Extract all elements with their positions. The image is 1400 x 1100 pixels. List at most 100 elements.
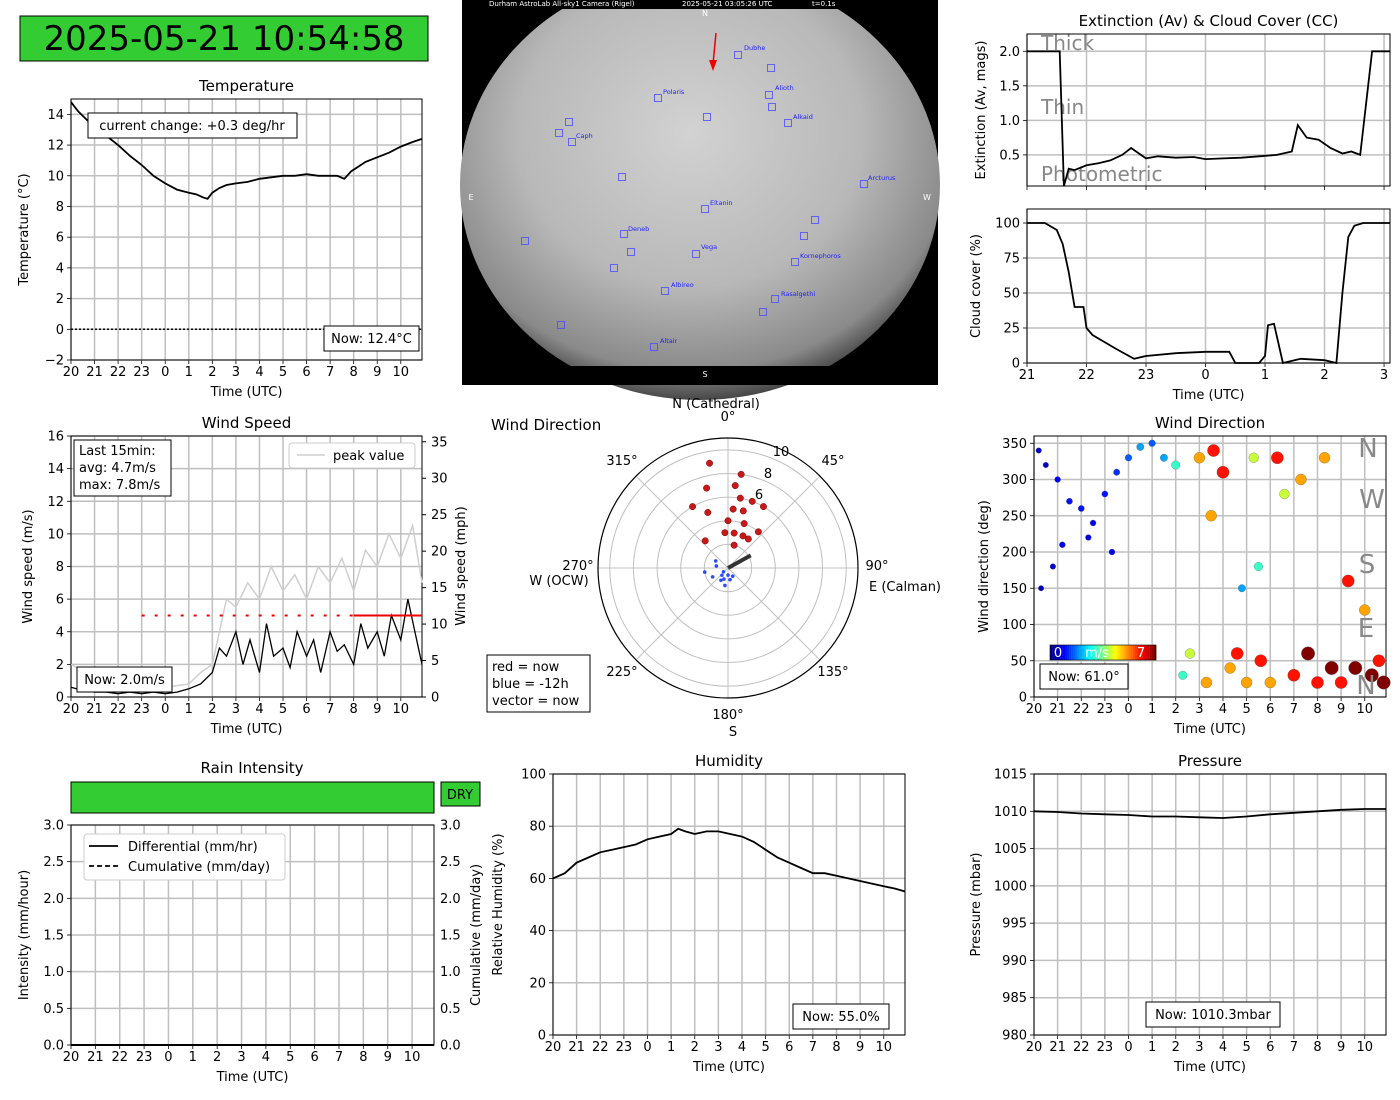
humidity-ytick-label: 20 [529, 976, 546, 991]
star-box-2 [765, 91, 773, 99]
rain-ytick-label: 1.0 [43, 965, 64, 980]
pressure-xtick-label: 2 [1172, 1040, 1180, 1055]
wind_speed-xlabel: Time (UTC) [210, 722, 283, 737]
humidity-frame [552, 773, 906, 1036]
chart-humidity: 20 21 22 23 0 1 2 3 4 5 6 7 8 9 10020406080100Humidity… [491, 752, 906, 1075]
polar-recent-point [737, 470, 745, 478]
wind-direction-point [1318, 452, 1331, 464]
wind-direction-compass-label: S [1359, 550, 1376, 580]
star-box-8 [555, 129, 563, 137]
temperature-xtick-label: 3 [232, 365, 240, 380]
star-box-3 [768, 103, 776, 111]
polar-old-point [730, 574, 735, 578]
cloud_cover-ytick-label: 50 [1003, 287, 1020, 302]
colorbar-segment [1079, 645, 1082, 660]
colorbar-segment [1130, 645, 1133, 660]
polar-title: Wind Direction [491, 416, 601, 434]
extinction-line [1027, 50, 1390, 187]
wind_direction-xtick-label: 7 [1290, 702, 1298, 717]
polar-east-label: E (Calman) [869, 580, 941, 595]
temperature-xtick-label: 4 [255, 365, 263, 380]
pressure-ytick-label: 1005 [994, 842, 1027, 857]
humidity-xtick-label: 23 [616, 1040, 633, 1055]
star-box-15 [620, 230, 628, 238]
rain-xtick-label: 21 [87, 1050, 104, 1065]
star-box-11 [860, 180, 868, 188]
colorbar-segment [1151, 645, 1155, 660]
temperature-now-label-box [323, 325, 420, 352]
polar-south-label: S [729, 725, 737, 740]
humidity-xtick-label: 10 [875, 1040, 892, 1055]
wind_direction-xtick-label: 9 [1337, 702, 1345, 717]
colorbar-segment [1128, 645, 1131, 660]
chart-pressure: 20 21 22 23 0 1 2 3 4 5 6 7 8 9 1098098599099510001005… [969, 752, 1387, 1075]
colorbar-segment [1056, 645, 1059, 660]
wind-direction-point [1359, 604, 1371, 616]
colorbar-segment [1090, 645, 1093, 660]
colorbar-segment [1113, 645, 1116, 660]
temperature-ytick-label: −2 [45, 354, 64, 369]
wind-direction-now-label: Now: 61.0° [1048, 670, 1120, 685]
wind_direction-xtick-label: 5 [1242, 702, 1250, 717]
extinction-ytick-label: 0.5 [999, 148, 1020, 163]
chart-extinction: 0.5 1.0 1.5 2.0 Extinction (Av) & Cloud Cove… [974, 12, 1391, 190]
wind-speed-right-tick-label: 15 [431, 581, 448, 596]
colorbar-segment [1088, 645, 1091, 660]
all-sky-camera-image: Durham AstroLab All-sky1 Camera (Rigel) … [460, 0, 940, 400]
wind-direction-point [1207, 444, 1220, 457]
polar-spoke [635, 475, 729, 569]
colorbar-segment [1119, 645, 1123, 660]
wind-speed-now-label: Now: 2.0m/s [84, 673, 165, 688]
extinction-ytick-label: 1.0 [999, 114, 1020, 129]
star-box-14 [800, 232, 808, 240]
rain-legend-label: Cumulative (mm/day) [128, 860, 270, 875]
wind-direction-point [1324, 661, 1339, 675]
colorbar-segment [1064, 645, 1068, 660]
wind-direction-point [1042, 462, 1049, 468]
rain-status-bar [70, 781, 435, 814]
wind-direction-point [1253, 562, 1263, 571]
colorbar-segment [1143, 645, 1146, 660]
humidity-now-label: Now: 55.0% [802, 1010, 879, 1025]
wind-direction-now-label-box [1039, 663, 1129, 690]
wind-direction-point [1254, 654, 1268, 668]
colorbar-segment [1117, 645, 1121, 660]
cloud_cover-xlabel: Time (UTC) [1172, 388, 1245, 403]
rain-xlabel: Time (UTC) [216, 1070, 289, 1085]
wind_direction-xtick-label: 0 [1124, 702, 1132, 717]
wind-direction-point [1193, 452, 1206, 464]
wind_direction-xtick-label: 6 [1266, 702, 1274, 717]
cloud_cover-frame [1026, 208, 1391, 364]
star-box-20 [791, 258, 799, 266]
polar-old-point [702, 570, 707, 574]
colorbar-max-label: 7 [1137, 646, 1145, 661]
star-label-11: Rasalgethi [781, 290, 815, 298]
wind_speed-xtick-label: 22 [110, 702, 127, 717]
wind-direction-point [1348, 661, 1363, 675]
colorbar-segment [1105, 645, 1108, 660]
pressure-xtick-label: 10 [1356, 1040, 1373, 1055]
colorbar-segment [1147, 645, 1150, 660]
humidity-xtick-label: 5 [761, 1040, 769, 1055]
rain-right-tick-label: 0.0 [440, 1039, 461, 1054]
rain-ytick-label: 1.5 [43, 929, 64, 944]
wind_direction-xtick-label: 21 [1049, 702, 1066, 717]
humidity-xtick-label: 6 [785, 1040, 793, 1055]
colorbar-segment [1066, 645, 1070, 660]
wind-direction-point [1059, 541, 1066, 548]
wind-legend-box [288, 442, 416, 469]
colorbar-segment [1086, 645, 1089, 660]
cloud_cover-ytick-label: 0 [1012, 357, 1020, 372]
chart-rain: 20 21 22 23 0 1 2 3 4 5 6 7 8 9 100.00.51.01.52.02.53.… [17, 819, 484, 1086]
polar-recent-point [760, 503, 767, 511]
wind-direction-point [1113, 468, 1121, 476]
polar-spoke [727, 567, 821, 661]
clock-text: 2025-05-21 10:54:58 [43, 19, 404, 59]
star-box-25 [650, 343, 658, 351]
polar-old-point [714, 564, 719, 568]
wind-direction-point [1301, 646, 1315, 661]
camera-header-right: t=0.1s [812, 0, 836, 8]
rain-status-text: DRY [447, 788, 473, 803]
wind_direction-xtick-label: 22 [1073, 702, 1090, 717]
rain-xtick-label: 5 [286, 1050, 294, 1065]
